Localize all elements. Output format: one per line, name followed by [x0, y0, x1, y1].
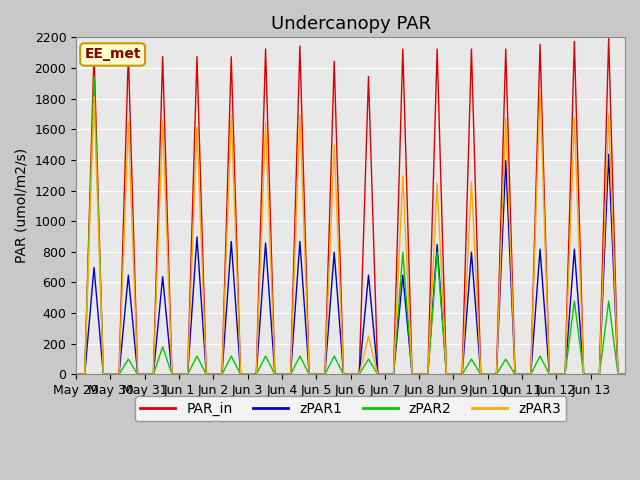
Title: Undercanopy PAR: Undercanopy PAR — [271, 15, 431, 33]
Legend: PAR_in, zPAR1, zPAR2, zPAR3: PAR_in, zPAR1, zPAR2, zPAR3 — [135, 396, 566, 421]
Y-axis label: PAR (umol/m2/s): PAR (umol/m2/s) — [15, 148, 29, 264]
Text: EE_met: EE_met — [84, 48, 141, 61]
